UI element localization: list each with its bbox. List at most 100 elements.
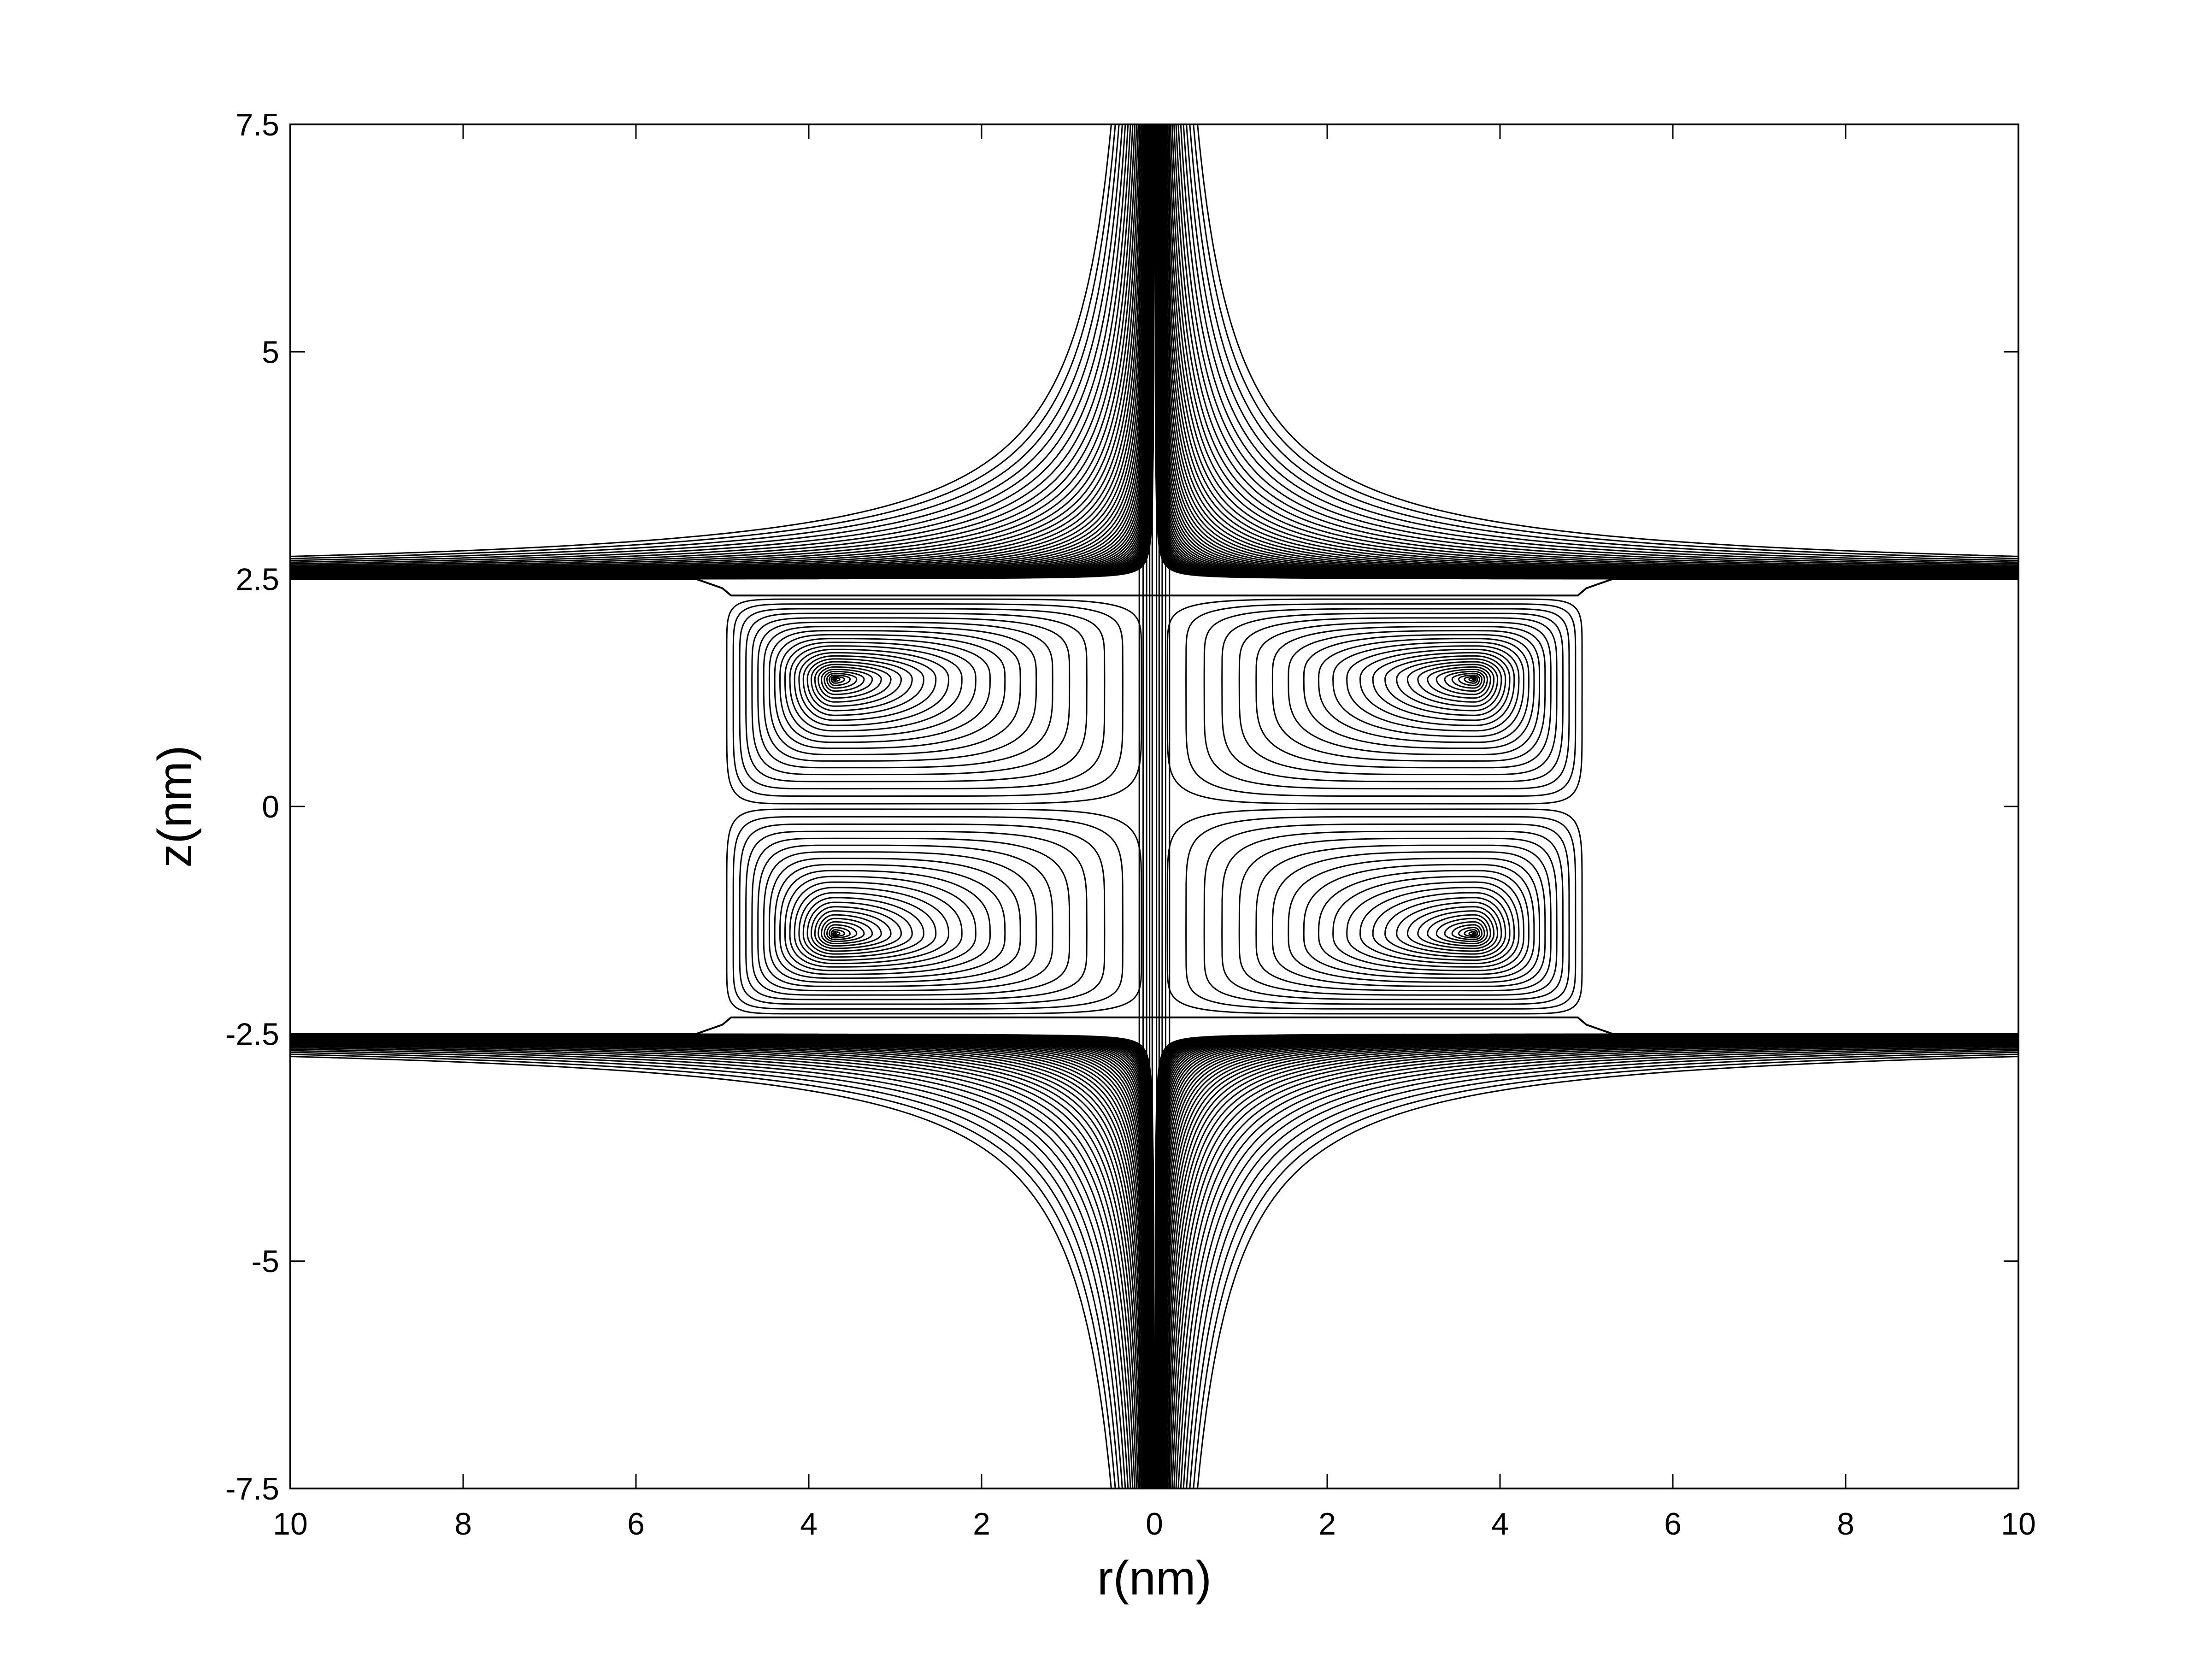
streamline-vortex <box>1238 617 1558 776</box>
streamline-outer <box>1182 1048 2018 1488</box>
x-tick-label: 0 <box>1146 1506 1163 1541</box>
streamline-outer <box>290 1041 1139 1488</box>
streamline-outer <box>1177 1046 2018 1488</box>
streamline-vortex <box>814 664 892 703</box>
streamline-outer <box>1186 1050 2018 1488</box>
streamline-outer <box>290 124 1112 557</box>
streamline-vortex <box>1444 671 1485 692</box>
streamline-vortex <box>1238 837 1558 996</box>
streamline-vortex <box>826 672 858 689</box>
streamline-outer <box>1163 124 2018 575</box>
streamline-outer <box>290 124 1142 573</box>
streamline-vortex <box>726 808 1142 1015</box>
streamline-vortex <box>751 617 1071 776</box>
streamline-vortex <box>779 638 991 743</box>
streamline-vortex <box>1359 648 1515 726</box>
streamline-vortex <box>1185 816 1577 1010</box>
streamline-outer <box>290 1050 1123 1488</box>
streamline-vortex <box>739 823 1106 1005</box>
streamline-vortex <box>751 837 1071 996</box>
streamline-outer <box>290 1042 1137 1488</box>
streamline-vortex <box>818 914 882 947</box>
streamline-wall <box>290 578 2018 597</box>
streamline-vortex <box>810 661 902 707</box>
streamline-vortex <box>1203 823 1570 1005</box>
streamline-vortex <box>1255 621 1552 769</box>
streamline-vortex <box>1451 924 1483 941</box>
streamline-outer <box>1177 124 2018 567</box>
streamline-vortex <box>814 910 892 949</box>
streamline-vortex <box>1417 910 1495 949</box>
streamline-outer <box>290 1039 1144 1488</box>
streamline-vortex <box>1255 844 1552 992</box>
streamline-outer <box>1197 124 2018 557</box>
streamline-vortex <box>1372 652 1511 721</box>
y-tick-label: 7.5 <box>235 107 279 142</box>
streamline-outer <box>1173 1043 2018 1488</box>
streamline-vortex <box>1451 672 1483 689</box>
streamline-outer <box>290 1041 1141 1488</box>
streamline-outer <box>1180 124 2018 566</box>
streamline-outer <box>1165 1039 2018 1488</box>
y-tick-label: -2.5 <box>225 1017 279 1052</box>
streamline-outer <box>290 124 1129 566</box>
streamline-vortex <box>1288 630 1541 755</box>
y-tick-label: 2.5 <box>235 562 279 597</box>
streamline-vortex <box>763 851 1037 987</box>
streamline-outer <box>290 1052 1120 1488</box>
streamline-vortex <box>798 652 937 721</box>
streamline-outer <box>1163 1038 2018 1488</box>
streamlines <box>290 124 2018 1488</box>
y-tick-label: 0 <box>262 789 279 824</box>
streamline-outer <box>290 124 1143 574</box>
streamline-vortex <box>745 612 1088 782</box>
streamline-vortex <box>1271 626 1546 762</box>
streamline-vortex <box>732 603 1124 797</box>
streamline-vortex <box>1435 669 1488 695</box>
vortex-center <box>1472 932 1476 936</box>
streamline-outer <box>290 1047 1129 1488</box>
streamline-outer <box>290 1043 1135 1488</box>
streamline-outer <box>290 124 1141 572</box>
streamline-outer <box>290 124 1137 571</box>
streamline-outer <box>290 124 1116 559</box>
streamline-vortex <box>768 858 1021 983</box>
streamline-outer <box>290 124 1131 567</box>
y-axis-label: z(nm) <box>148 745 202 868</box>
streamline-vortex <box>1346 881 1520 968</box>
streamline-vortex <box>806 901 913 955</box>
streamline-vortex <box>1427 914 1491 947</box>
streamline-vortex <box>1464 929 1478 937</box>
x-tick-label: 4 <box>1491 1506 1509 1541</box>
streamline-vortex <box>1427 666 1491 699</box>
x-tick-label: 6 <box>627 1506 645 1541</box>
y-tick-label: -5 <box>252 1244 279 1279</box>
streamline-outer <box>1170 124 2018 571</box>
streamline-outer <box>290 124 1134 569</box>
streamline-vortex <box>1332 876 1524 971</box>
streamline-vortex <box>1384 897 1506 958</box>
streamline-outer <box>1173 124 2018 570</box>
streamline-vortex <box>774 864 1006 979</box>
streamline-outer <box>290 124 1144 574</box>
streamline-vortex <box>1458 674 1480 686</box>
streamline-vortex <box>829 674 851 686</box>
streamline-outer <box>1175 1044 2018 1488</box>
streamline-vortex <box>1435 918 1488 944</box>
streamline-vortex <box>789 645 963 732</box>
streamline-outer <box>290 1044 1134 1488</box>
streamline-vortex <box>763 626 1037 762</box>
streamline-outer <box>1171 1042 2018 1488</box>
streamline-outer <box>290 124 1139 571</box>
streamline-outer <box>290 1048 1126 1488</box>
streamline-vortex <box>824 921 865 942</box>
streamline-outer <box>1182 124 2018 565</box>
streamline-vortex <box>802 897 924 958</box>
streamline-vortex <box>757 621 1053 769</box>
streamline-outer <box>290 124 1123 563</box>
streamline-vortex <box>1271 851 1546 987</box>
streamline-vortex <box>826 924 858 941</box>
streamline-vortex <box>824 671 865 692</box>
streamline-outer <box>1165 124 2018 574</box>
streamline-outer <box>1165 1039 2018 1488</box>
